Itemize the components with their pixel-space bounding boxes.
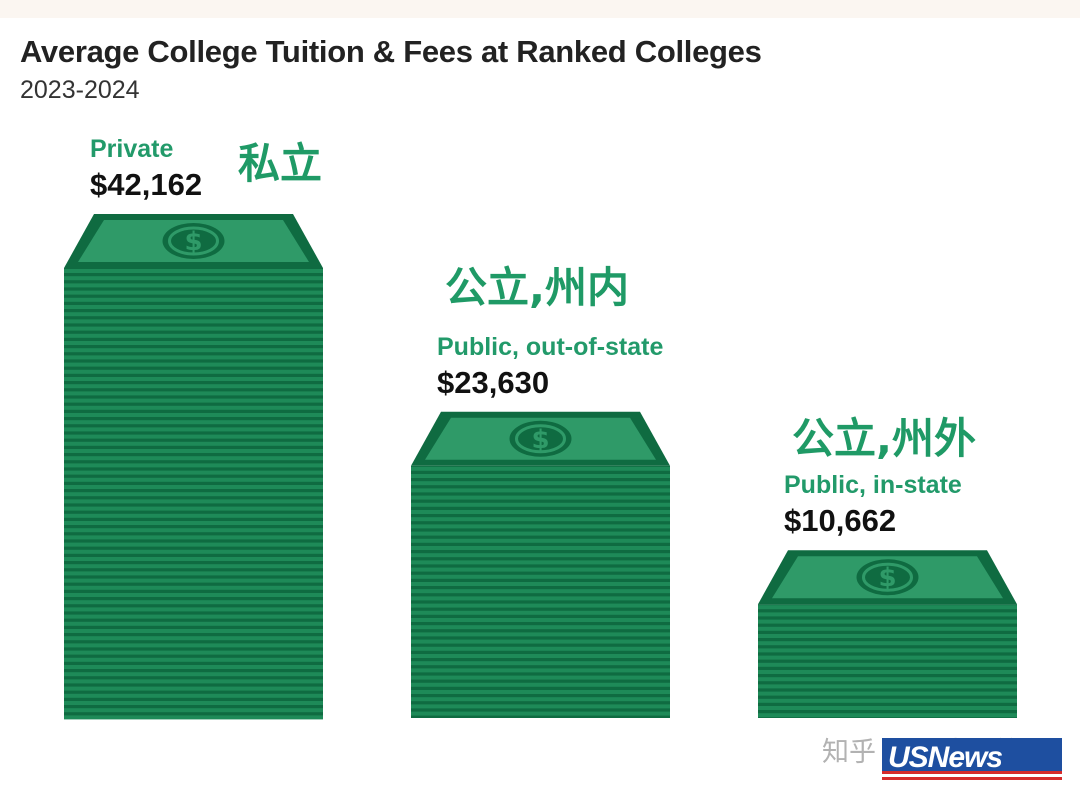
usnews-logo-text: USNews: [888, 741, 1003, 774]
dollar-sign-icon: $: [878, 563, 896, 593]
annotation-cn: 公立,州外: [792, 414, 976, 463]
top-band: [0, 0, 1080, 18]
category-label: Public, in-state: [784, 471, 962, 499]
bar-public-out-of-state: $ Public, out-of-state $23,630 公立,州内: [411, 263, 670, 718]
usnews-logo-stripes: [882, 771, 1062, 780]
dollar-sign-icon: $: [184, 227, 202, 257]
bar-private: $ Private $42,162 私立: [64, 135, 323, 720]
annotation-cn: 私立: [238, 139, 322, 188]
value-label: $42,162: [90, 167, 202, 202]
category-label: Private: [90, 135, 173, 163]
bill-edges: [758, 605, 1017, 718]
bar-public-in-state: $ Public, in-state $10,662 公立,州外: [758, 414, 1017, 718]
chart-subtitle: 2023-2024: [20, 76, 140, 104]
bill-edges: [64, 269, 323, 720]
bill-edges: [411, 466, 670, 716]
usnews-logo: USNews: [882, 738, 1062, 780]
category-label: Public, out-of-state: [437, 333, 663, 361]
value-label: $23,630: [437, 365, 549, 400]
value-label: $10,662: [784, 503, 896, 538]
dollar-sign-icon: $: [531, 425, 549, 455]
chart-title: Average College Tuition & Fees at Ranked…: [20, 34, 762, 69]
annotation-cn: 公立,州内: [445, 263, 629, 312]
